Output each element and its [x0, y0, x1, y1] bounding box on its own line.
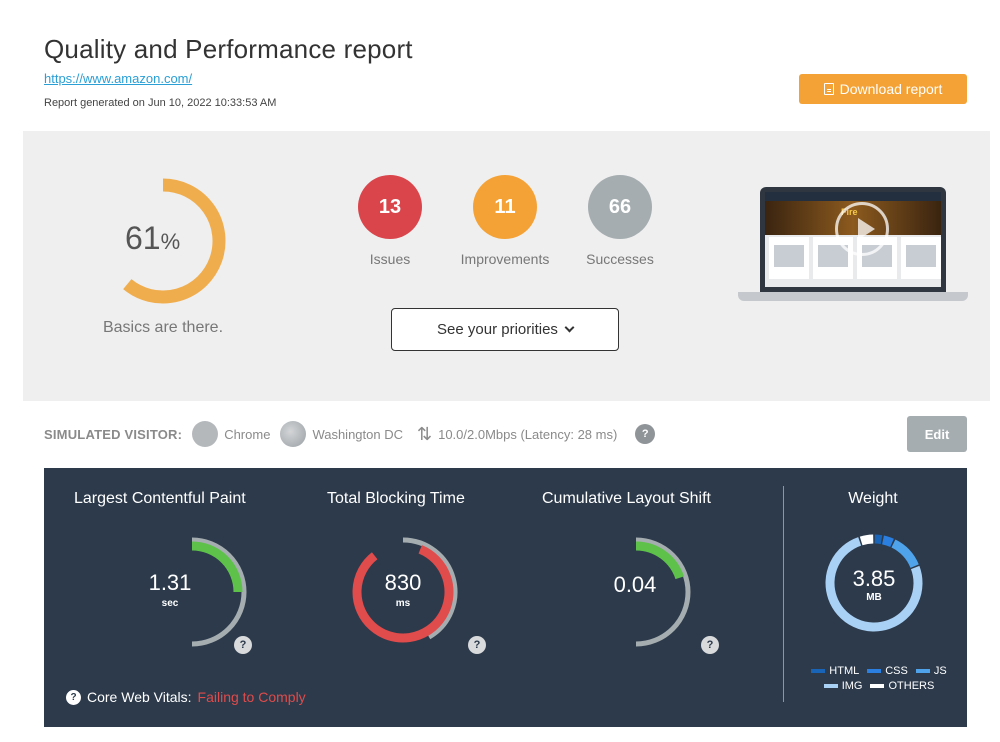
tbt-gauge: [352, 537, 458, 643]
simulated-visitor-bar: SIMULATED VISITOR: Chrome Washington DC …: [44, 416, 967, 452]
download-report-button[interactable]: Download report: [799, 74, 967, 104]
weight-value: 3.85: [852, 566, 896, 591]
weight-segment-html: [874, 534, 883, 545]
improvements-count: 11: [473, 175, 537, 239]
score-label: Basics are there.: [102, 319, 224, 336]
edit-visitor-button[interactable]: Edit: [907, 416, 967, 452]
metric-title: Total Blocking Time: [327, 490, 465, 507]
preview-card: [769, 237, 809, 279]
metric-title: Largest Contentful Paint: [74, 490, 246, 507]
legend-swatch: [811, 669, 826, 673]
weight-legend: HTML CSS JS IMG OTHERS: [804, 665, 954, 695]
issues-label: Issues: [369, 251, 411, 267]
preview-navbar: [765, 192, 941, 201]
weight-unit: MB: [866, 592, 882, 603]
legend-swatch: [915, 669, 930, 673]
lcp-gauge: [191, 537, 247, 647]
weight-title: Weight: [848, 490, 898, 507]
summary-panel: 61% Basics are there. 13 Issues 11 Impro…: [23, 131, 990, 401]
browser-info: Chrome: [192, 421, 270, 447]
metric-value: 0.04: [613, 572, 657, 597]
chrome-icon: [192, 421, 219, 447]
legend-item-others: OTHERS: [870, 680, 934, 692]
weight-donut-chart: [825, 534, 923, 632]
improvements-label: Improvements: [460, 251, 550, 267]
site-url-link[interactable]: https://www.amazon.com/: [44, 71, 193, 86]
download-report-label: Download report: [839, 81, 943, 97]
core-web-vitals-help-icon[interactable]: ?: [66, 689, 81, 705]
core-web-vitals-label: Core Web Vitals:: [87, 689, 192, 705]
score-value: 61%: [125, 220, 181, 256]
web-vitals-panel: Largest Contentful Paint 1.31 sec ? Tota…: [44, 468, 967, 727]
metric-title: Cumulative Layout Shift: [542, 490, 711, 507]
cls-gauge: [635, 537, 691, 647]
see-priorities-button[interactable]: See your priorities: [391, 308, 619, 351]
tbt-help-icon[interactable]: ?: [468, 636, 486, 654]
laptop-base: [738, 292, 968, 301]
metric-unit: sec: [161, 598, 179, 609]
preview-card: [813, 237, 853, 279]
report-header: Quality and Performance report https://w…: [44, 34, 967, 114]
site-preview-thumbnail[interactable]: Fire: [738, 187, 968, 312]
cls-help-icon[interactable]: ?: [701, 636, 719, 654]
weight-segment-css: [881, 535, 894, 548]
lcp-help-icon[interactable]: ?: [234, 636, 252, 654]
laptop-screen: Fire: [760, 187, 946, 292]
successes-label: Successes: [586, 251, 654, 267]
issues-counter[interactable]: 13 Issues: [335, 175, 445, 267]
improvements-counter[interactable]: 11 Improvements: [450, 175, 560, 267]
issues-count: 13: [358, 175, 422, 239]
metric-value: 830: [384, 570, 422, 595]
location-info: Washington DC: [280, 421, 403, 447]
metric-unit: ms: [395, 598, 411, 609]
core-web-vitals-result: Failing to Comply: [197, 689, 306, 705]
legend-swatch: [823, 684, 838, 688]
legend-item-img: IMG: [823, 680, 862, 692]
play-video-icon[interactable]: [835, 202, 889, 256]
legend-item-html: HTML: [811, 665, 859, 677]
legend-swatch: [870, 684, 885, 688]
weight-segment-js: [891, 539, 919, 569]
simulated-visitor-title: SIMULATED VISITOR:: [44, 426, 183, 442]
see-priorities-label: See your priorities: [437, 321, 558, 338]
legend-swatch: [867, 669, 882, 673]
page-title: Quality and Performance report: [44, 34, 413, 64]
panel-divider: [783, 486, 784, 702]
location-name: Washington DC: [312, 426, 403, 442]
globe-icon: [280, 421, 307, 447]
connection-help-icon[interactable]: ?: [635, 424, 656, 444]
metric-value: 1.31: [148, 570, 192, 595]
preview-card: [901, 237, 941, 279]
report-timestamp: Report generated on Jun 10, 2022 10:33:5…: [44, 97, 277, 109]
browser-name: Chrome: [224, 426, 271, 442]
bandwidth-arrows-icon: ⇅: [417, 423, 433, 444]
connection-info: 10.0/2.0Mbps (Latency: 28 ms): [438, 426, 618, 442]
document-icon: [823, 83, 834, 95]
legend-item-js: JS: [915, 665, 947, 677]
successes-count: 66: [588, 175, 652, 239]
core-web-vitals-status: ? Core Web Vitals: Failing to Comply: [66, 689, 306, 705]
legend-item-css: CSS: [867, 665, 908, 677]
weight-segment-img: [825, 537, 923, 632]
chevron-down-icon: [564, 322, 575, 333]
score-arc: [123, 178, 226, 304]
successes-counter[interactable]: 66 Successes: [565, 175, 675, 267]
weight-segment-others: [859, 534, 874, 546]
score-gauge: 61%: [93, 176, 233, 306]
